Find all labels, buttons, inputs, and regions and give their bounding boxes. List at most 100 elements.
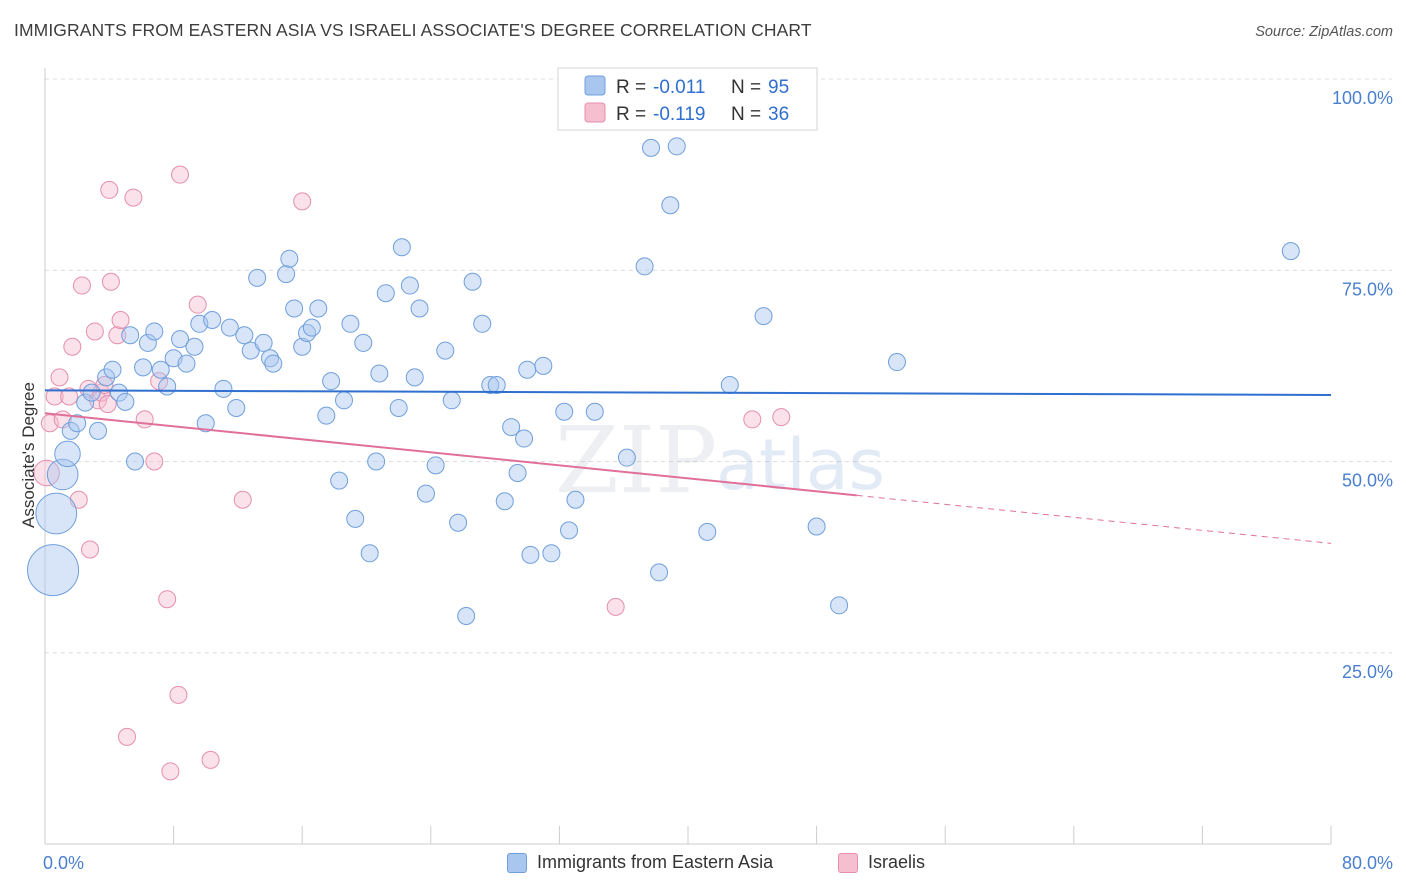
- israelis-point: [233, 490, 252, 509]
- israelis-point: [63, 337, 82, 356]
- eastern-asia-point: [330, 471, 349, 490]
- israelis-point: [45, 387, 64, 406]
- eastern-asia-point: [457, 607, 476, 626]
- legend-n-label-pink: N =: [731, 104, 761, 125]
- eastern-asia-point: [508, 463, 527, 482]
- x-tick-label-max: 80.0%: [1342, 853, 1393, 873]
- eastern-asia-point: [354, 333, 373, 352]
- eastern-asia-trend-line: [44, 389, 1332, 396]
- israelis-point: [111, 310, 130, 329]
- legend-label-israelis: Israelis: [868, 852, 926, 872]
- eastern-asia-point: [76, 393, 95, 412]
- legend-n-value-blue: 95: [768, 77, 789, 98]
- eastern-asia-point: [487, 376, 506, 394]
- trend-lines: [44, 389, 1332, 544]
- eastern-asia-point: [754, 307, 773, 326]
- eastern-asia-point: [360, 544, 379, 563]
- israelis-point: [60, 387, 79, 406]
- eastern-asia-point: [518, 360, 537, 379]
- israelis-point: [188, 295, 207, 314]
- eastern-asia-point: [280, 249, 299, 268]
- eastern-asia-point: [585, 402, 604, 421]
- eastern-asia-point: [481, 376, 500, 394]
- eastern-asia-point: [293, 337, 312, 356]
- legend-swatch-pink: [584, 102, 606, 123]
- eastern-asia-point: [698, 522, 717, 541]
- eastern-asia-point: [302, 318, 321, 337]
- legend-swatch-eastern-asia: [507, 852, 527, 873]
- israelis-point: [85, 322, 104, 341]
- eastern-asia-point: [463, 272, 482, 291]
- eastern-asia-point: [151, 360, 170, 379]
- legend-r-value-pink: -0.119: [653, 104, 705, 125]
- eastern-asia-point: [264, 354, 283, 373]
- eastern-asia-point: [887, 353, 906, 372]
- israelis-point: [81, 540, 100, 559]
- legend-item-israelis: Israelis: [838, 852, 925, 873]
- eastern-asia-point: [400, 276, 419, 295]
- eastern-asia-point: [214, 379, 233, 398]
- israelis-point: [33, 459, 60, 487]
- eastern-asia-point: [134, 358, 153, 377]
- israelis-point: [201, 750, 220, 769]
- israelis-point: [169, 685, 188, 704]
- eastern-asia-point: [317, 406, 336, 425]
- eastern-asia-point: [254, 333, 273, 352]
- israelis-point: [108, 326, 127, 345]
- eastern-asia-point: [185, 337, 204, 356]
- eastern-asia-point: [121, 326, 140, 345]
- eastern-asia-point: [261, 349, 280, 368]
- eastern-asia-point: [68, 414, 87, 433]
- eastern-asia-point: [392, 238, 411, 257]
- eastern-asia-point: [542, 544, 561, 563]
- x-tick-label-min: 0.0%: [43, 853, 84, 873]
- eastern-asia-point: [436, 341, 455, 360]
- israelis-point: [772, 408, 791, 427]
- eastern-asia-point: [661, 196, 680, 215]
- eastern-asia-point: [334, 391, 353, 410]
- legend-item-eastern-asia: Immigrants from Eastern Asia: [507, 852, 773, 873]
- israelis-point: [293, 192, 312, 211]
- israelis-trend-extension: [856, 494, 1332, 544]
- legend-r-value-blue: -0.011: [653, 77, 705, 98]
- eastern-asia-point: [103, 360, 122, 379]
- y-tick-label: 75.0%: [1342, 279, 1393, 299]
- eastern-asia-point: [126, 452, 145, 471]
- eastern-asia-point: [177, 354, 196, 373]
- israelis-point: [145, 452, 164, 471]
- israelis-point: [72, 276, 91, 295]
- gridlines: [45, 78, 1392, 654]
- eastern-asia-point: [35, 492, 78, 535]
- y-tick-label: 50.0%: [1342, 471, 1393, 491]
- eastern-asia-point: [138, 333, 157, 352]
- eastern-asia-point: [416, 484, 435, 503]
- eastern-asia-point: [61, 421, 80, 440]
- eastern-asia-point: [322, 372, 341, 391]
- eastern-asia-point: [617, 448, 636, 467]
- stats-legend: R = -0.011 N = 95 R = -0.119 N = 36: [557, 67, 818, 131]
- legend-swatch-israelis: [838, 852, 858, 873]
- chart-source: Source: ZipAtlas.com: [1255, 24, 1393, 40]
- eastern-asia-point: [534, 356, 553, 375]
- x-tick-labels: 0.0% 80.0%: [43, 853, 1393, 873]
- eastern-asia-point: [367, 452, 386, 471]
- eastern-asia-point: [426, 456, 445, 475]
- eastern-asia-point: [285, 299, 304, 318]
- israelis-point: [743, 410, 762, 429]
- israelis-point: [117, 727, 136, 746]
- israelis-point: [101, 272, 120, 291]
- eastern-asia-point: [370, 364, 389, 383]
- eastern-asia-point: [116, 392, 135, 411]
- eastern-asia-point: [27, 544, 80, 597]
- israelis-trend-line: [44, 412, 857, 497]
- israelis-points: [33, 165, 791, 781]
- israelis-point: [161, 762, 180, 781]
- eastern-asia-point: [89, 421, 108, 440]
- eastern-asia-point: [521, 545, 540, 564]
- eastern-asia-point: [515, 429, 534, 448]
- israelis-point: [158, 590, 177, 609]
- eastern-asia-point: [442, 391, 461, 410]
- israelis-point: [171, 165, 190, 184]
- watermark: ZIP atlas: [555, 407, 885, 514]
- eastern-asia-point: [473, 314, 492, 333]
